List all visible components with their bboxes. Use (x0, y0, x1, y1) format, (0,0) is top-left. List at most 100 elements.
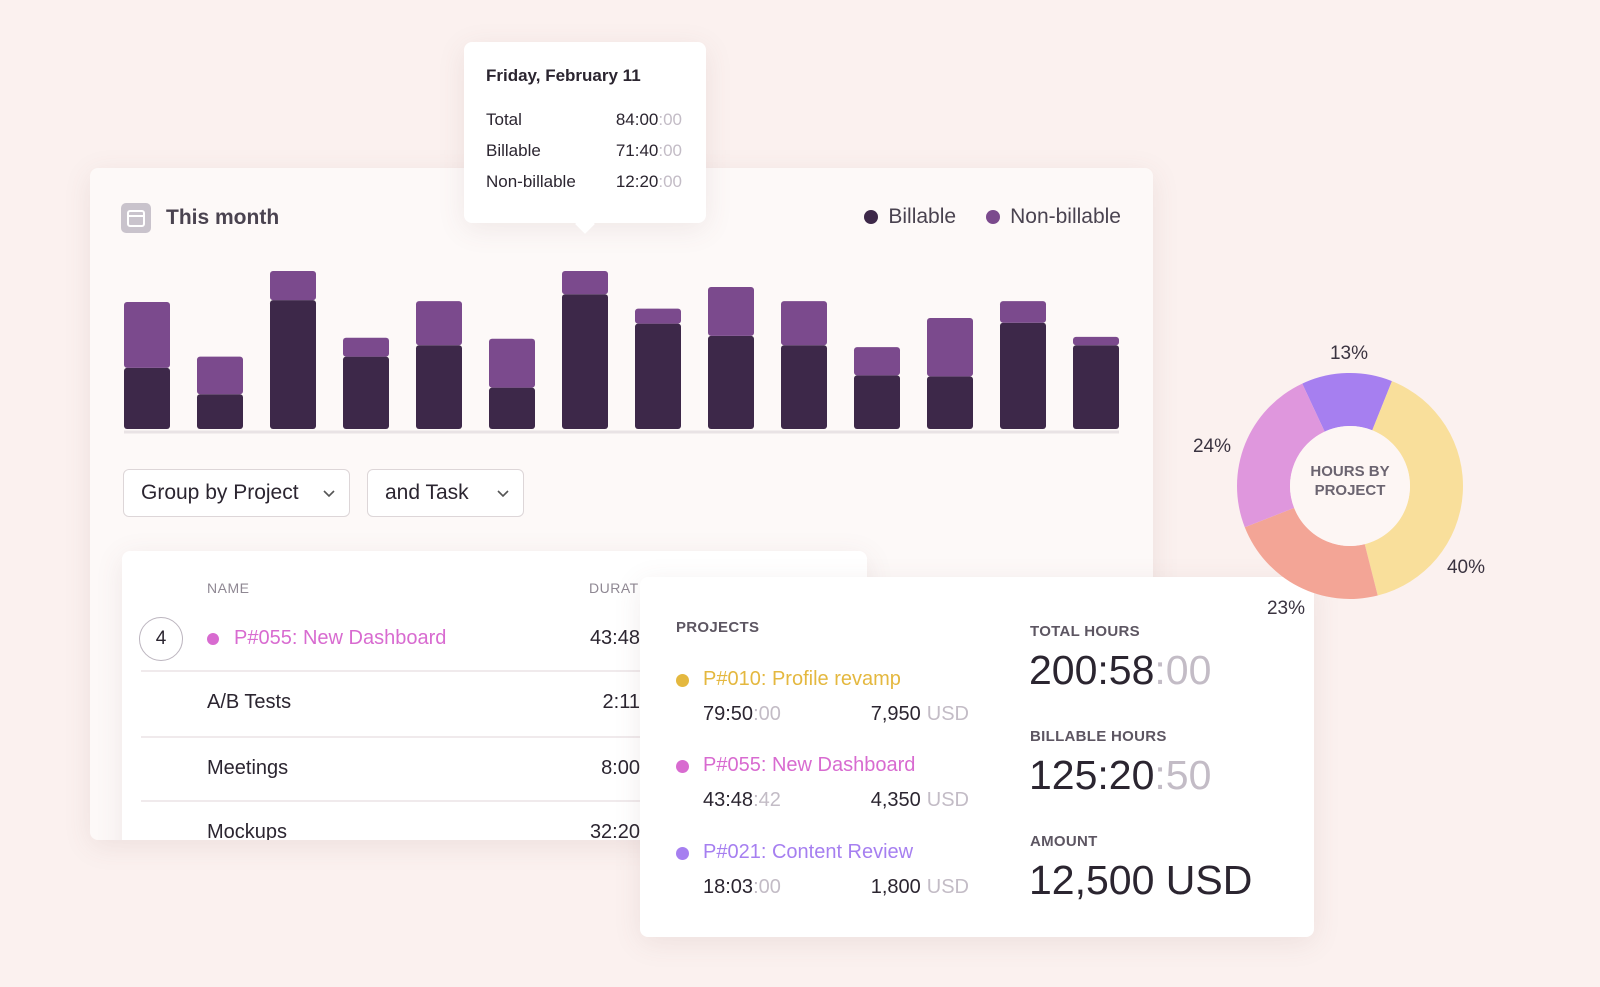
bar-segment (416, 301, 462, 346)
legend-dot (864, 210, 879, 224)
bar-segment (562, 271, 608, 295)
bar-segment (562, 294, 608, 429)
tooltip-label: Total (486, 110, 522, 129)
bar-segment (270, 271, 316, 301)
legend-item[interactable]: Non-billable (986, 205, 1121, 229)
tooltip-label: Billable (486, 141, 541, 160)
project-name[interactable]: P#010: Profile revamp (703, 668, 901, 690)
donut-value-label: 23% (1267, 598, 1305, 619)
row-duration: 8:00 (601, 757, 640, 779)
bar-segment (197, 394, 243, 429)
bar-segment (781, 345, 827, 429)
row-name[interactable]: A/B Tests (207, 691, 292, 713)
time-seconds: :42 (753, 789, 781, 811)
column-header: DURAT (589, 580, 639, 596)
card-title: This month (166, 206, 280, 229)
donut-segment (1302, 373, 1392, 432)
tooltip-seconds: :00 (658, 141, 682, 160)
tooltip-row: Billable 71:40:00 (486, 141, 682, 161)
amount-value: 7,950 (870, 703, 921, 725)
donut-hole (1290, 426, 1410, 546)
total-value: 125:20:50 (1029, 752, 1211, 799)
tooltip-row: Non-billable 12:20:00 (486, 172, 682, 192)
tooltip-title: Friday, February 11 (486, 66, 641, 85)
bar-segment (635, 323, 681, 429)
bar-segment (1000, 322, 1046, 429)
project-amount: 7,950 USD (871, 703, 969, 726)
amount-currency: USD (926, 876, 969, 898)
bar-segment (343, 356, 389, 429)
total-dim: :00 (1154, 647, 1212, 693)
tooltip-seconds: :00 (658, 172, 682, 191)
group-by-dropdown[interactable]: Group by Project (123, 469, 350, 517)
legend-item[interactable]: Billable (864, 205, 956, 229)
bar-segment (270, 300, 316, 429)
total-label: TOTAL HOURS (1030, 623, 1140, 640)
bar-segment (927, 318, 973, 377)
project-dot (207, 633, 219, 645)
donut-value-label: 13% (1330, 343, 1368, 364)
bar-segment (416, 345, 462, 429)
count-badge: 4 (139, 617, 183, 661)
bar-segment (1000, 301, 1046, 323)
bar-segment (708, 286, 754, 336)
tooltip: Friday, February 11 Total 84:00:00 Billabl… (464, 42, 706, 234)
row-separator (141, 800, 867, 802)
total-main: 200:58 (1029, 647, 1155, 693)
project-name[interactable]: P#021: Content Review (703, 841, 914, 863)
row-separator (141, 670, 867, 672)
amount-value: 4,350 (870, 789, 921, 811)
bar-segment (781, 301, 827, 346)
and-task-dropdown[interactable]: and Task (367, 469, 524, 517)
project-dot (676, 674, 689, 687)
total-label: BILLABLE HOURS (1030, 728, 1167, 745)
project-dot (676, 847, 689, 860)
tooltip-time: 71:40 (615, 141, 659, 160)
bar-segment (708, 335, 754, 429)
bar-segment (854, 347, 900, 376)
bar-segment (927, 376, 973, 429)
row-name[interactable]: P#055: New Dashboard (234, 627, 447, 649)
row-name[interactable]: Meetings (207, 757, 289, 779)
tooltip-label: Non-billable (486, 172, 576, 191)
amount-currency: USD (926, 789, 969, 811)
donut-segment (1364, 381, 1463, 596)
tooltip-time: 12:20 (615, 172, 659, 191)
legend-dot (986, 210, 1001, 224)
total-value: 200:58:00 (1029, 647, 1211, 694)
row-name[interactable]: Mockups (207, 821, 288, 840)
dropdown-label: Group by Project (141, 481, 299, 504)
time-value: 18:03 (703, 876, 754, 898)
time-value: 79:50 (703, 703, 754, 725)
bar-segment (343, 337, 389, 357)
legend: Billable Non-billable (864, 205, 1121, 229)
tooltip-value: 84:00:00 (616, 110, 682, 130)
row-duration: 32:20 (589, 821, 640, 840)
donut-segment (1237, 383, 1325, 528)
amount-currency: USD (926, 703, 969, 725)
total-main: 12,500 USD (1029, 857, 1253, 903)
total-dim: :50 (1154, 752, 1212, 798)
chevron (323, 490, 335, 498)
bar-segment (489, 387, 535, 429)
tooltip-time: 84:00 (615, 110, 659, 129)
total-main: 125:20 (1029, 752, 1155, 798)
project-amount: 1,800 USD (871, 876, 969, 899)
time-seconds: :00 (753, 876, 781, 898)
donut-title-box: HOURS BY PROJECT (1310, 463, 1389, 499)
bar-segment (124, 302, 170, 368)
time-seconds: :00 (753, 703, 781, 725)
tooltip-row: Total 84:00:00 (486, 110, 682, 130)
total-value: 12,500 USD (1029, 857, 1252, 904)
donut-segment (1244, 507, 1378, 599)
project-name[interactable]: P#055: New Dashboard (703, 754, 916, 776)
bar-segment (197, 356, 243, 395)
row-duration: 43:48 (589, 627, 640, 649)
row-duration: 2:11 (602, 691, 640, 713)
project-amount: 4,350 USD (871, 789, 969, 812)
bar-segment (489, 338, 535, 388)
bar-segment (635, 308, 681, 324)
projects-card: PROJECTS P#010: Profile revamp 79:50:00 7,… (640, 577, 1314, 937)
chevron (497, 490, 509, 498)
